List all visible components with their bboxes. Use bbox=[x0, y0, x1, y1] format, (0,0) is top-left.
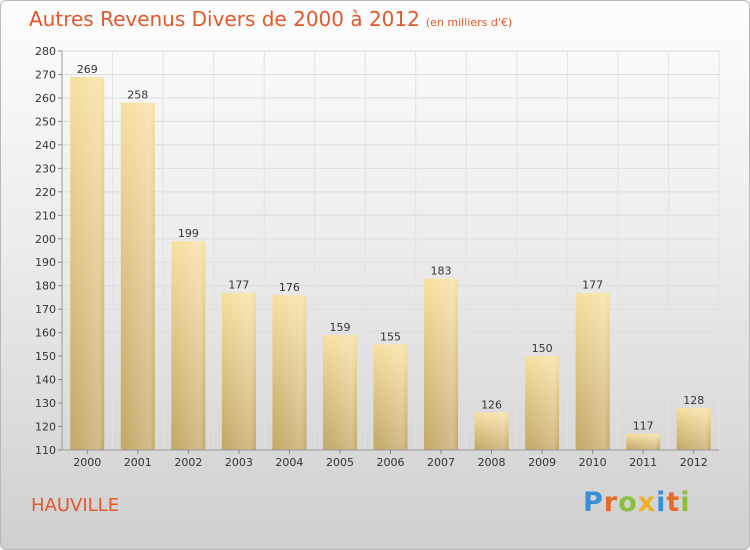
y-tick-label: 240 bbox=[35, 139, 56, 152]
data-label: 258 bbox=[127, 89, 148, 102]
bar-shine bbox=[70, 76, 105, 450]
data-label: 183 bbox=[431, 265, 452, 278]
location-label: HAUVILLE bbox=[31, 495, 120, 516]
data-label: 117 bbox=[633, 420, 654, 433]
bar-shine bbox=[474, 412, 509, 450]
x-tick-label: 2004 bbox=[275, 456, 303, 469]
logo-letter: t bbox=[666, 487, 681, 518]
bar-shine bbox=[120, 102, 155, 451]
bar-shine bbox=[171, 241, 206, 450]
y-tick-label: 200 bbox=[35, 233, 56, 246]
bar-shine bbox=[373, 344, 408, 450]
x-tick-label: 2007 bbox=[427, 456, 455, 469]
data-label: 159 bbox=[329, 321, 350, 334]
y-tick-label: 150 bbox=[35, 350, 56, 363]
y-tick-label: 160 bbox=[35, 327, 56, 340]
y-tick-label: 280 bbox=[35, 45, 56, 58]
logo-letter: x bbox=[637, 487, 657, 518]
data-label: 269 bbox=[77, 63, 98, 76]
y-tick-label: 250 bbox=[35, 115, 56, 128]
logo-letter: i bbox=[656, 487, 667, 518]
y-tick-label: 140 bbox=[35, 374, 56, 387]
data-label: 126 bbox=[481, 398, 502, 411]
bar-layer bbox=[70, 76, 711, 451]
axis-layer bbox=[58, 50, 719, 454]
bar-shine bbox=[322, 334, 357, 450]
x-tick-label: 2000 bbox=[73, 456, 101, 469]
bar-shine bbox=[575, 292, 610, 450]
logo-letter: r bbox=[603, 487, 619, 518]
y-tick-label: 220 bbox=[35, 186, 56, 199]
label-layer: 110 120 130 140 150 160 170 180 190 200 210 220 230 2… bbox=[35, 45, 708, 469]
y-tick-label: 190 bbox=[35, 256, 56, 269]
y-tick-label: 170 bbox=[35, 303, 56, 316]
y-tick-label: 210 bbox=[35, 209, 56, 222]
y-tick-label: 110 bbox=[35, 444, 56, 457]
bar-shine bbox=[424, 278, 459, 450]
data-label: 177 bbox=[228, 279, 249, 292]
proxiti-logo: Proxiti bbox=[583, 487, 691, 518]
bar-shine bbox=[272, 295, 307, 450]
x-tick-label: 2003 bbox=[225, 456, 253, 469]
data-label: 150 bbox=[532, 342, 553, 355]
x-tick-label: 2009 bbox=[528, 456, 556, 469]
x-tick-label: 2005 bbox=[326, 456, 354, 469]
y-tick-label: 120 bbox=[35, 421, 56, 434]
x-tick-label: 2002 bbox=[174, 456, 202, 469]
x-tick-label: 2006 bbox=[377, 456, 405, 469]
x-tick-label: 2010 bbox=[579, 456, 607, 469]
y-tick-label: 260 bbox=[35, 92, 56, 105]
bar-shine bbox=[525, 356, 560, 450]
data-label: 128 bbox=[683, 394, 704, 407]
y-tick-label: 230 bbox=[35, 162, 56, 175]
bar-shine bbox=[676, 407, 711, 450]
data-label: 155 bbox=[380, 330, 401, 343]
y-tick-label: 130 bbox=[35, 397, 56, 410]
x-tick-label: 2011 bbox=[629, 456, 657, 469]
bar-shine bbox=[221, 292, 256, 450]
data-label: 199 bbox=[178, 227, 199, 240]
chart-title-text: Autres Revenus Divers de 2000 à 2012 bbox=[29, 7, 420, 31]
logo-letter: P bbox=[583, 487, 604, 518]
data-label: 177 bbox=[582, 279, 603, 292]
logo-letter: o bbox=[618, 487, 638, 518]
x-tick-label: 2008 bbox=[478, 456, 506, 469]
chart-subtitle: (en milliers d'€) bbox=[425, 16, 513, 29]
y-tick-label: 270 bbox=[35, 68, 56, 81]
y-tick-label: 180 bbox=[35, 280, 56, 293]
data-label: 176 bbox=[279, 281, 300, 294]
x-tick-label: 2001 bbox=[124, 456, 152, 469]
logo-letter: i bbox=[680, 487, 691, 518]
bar-shine bbox=[626, 433, 661, 450]
x-tick-label: 2012 bbox=[680, 456, 708, 469]
chart-title: Autres Revenus Divers de 2000 à 2012 (en … bbox=[29, 7, 512, 31]
